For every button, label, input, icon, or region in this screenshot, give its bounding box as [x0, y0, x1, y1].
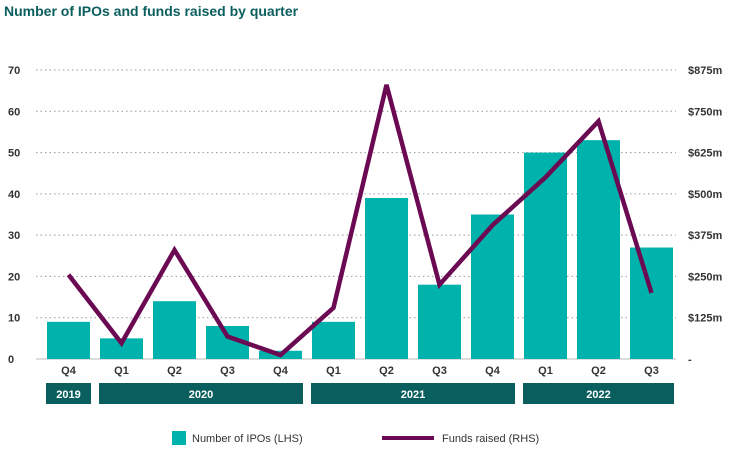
bar-ipos — [630, 247, 673, 359]
right-tick-label: $625m — [688, 148, 722, 160]
year-bands: 2019 2020 2021 2022 — [46, 383, 674, 404]
year-band — [311, 383, 515, 404]
left-tick-label: 0 — [8, 354, 14, 366]
right-axis: - $125m $250m $375m $500m $625m $750m $875m — [688, 65, 722, 366]
left-tick-label: 40 — [8, 189, 20, 201]
chart-title: Number of IPOs and funds raised by quart… — [4, 3, 299, 19]
x-tick-label: Q2 — [167, 365, 182, 377]
bar-ipos — [100, 338, 143, 359]
right-tick-label: $500m — [688, 189, 722, 201]
funds-line — [66, 84, 654, 358]
left-tick-label: 60 — [8, 106, 20, 118]
x-tick-label: Q2 — [379, 365, 394, 377]
left-tick-label: 70 — [8, 65, 20, 77]
right-tick-label: $125m — [688, 313, 722, 325]
year-band — [46, 383, 91, 404]
year-label: 2021 — [401, 389, 425, 401]
legend-label-funds: Funds raised (RHS) — [442, 433, 539, 445]
left-tick-label: 50 — [8, 148, 20, 160]
right-tick-label: $750m — [688, 106, 722, 118]
bar-ipos — [312, 321, 355, 359]
x-tick-label: Q3 — [432, 365, 447, 377]
bar-ipos — [365, 197, 408, 359]
right-tick-label: $875m — [688, 65, 722, 77]
x-tick-label: Q3 — [220, 365, 235, 377]
left-tick-label: 30 — [8, 230, 20, 242]
bar-ipos — [47, 321, 90, 359]
x-axis-categories: Q4 Q1 Q2 Q3 Q4 Q1 Q2 Q3 Q4 Q1 Q2 Q3 — [61, 365, 659, 377]
line-funds-raised — [66, 84, 654, 358]
legend-label-ipos: Number of IPOs (LHS) — [192, 433, 303, 445]
year-label: 2019 — [56, 389, 80, 401]
legend: Number of IPOs (LHS) Funds raised (RHS) — [172, 431, 539, 445]
left-tick-label: 20 — [8, 271, 20, 283]
x-tick-label: Q3 — [644, 365, 659, 377]
x-tick-label: Q4 — [485, 365, 501, 377]
right-tick-label: $250m — [688, 271, 722, 283]
year-label: 2020 — [189, 389, 213, 401]
ipo-bars — [47, 140, 673, 359]
right-tick-label: $375m — [688, 230, 722, 242]
year-band — [523, 383, 674, 404]
bar-ipos — [577, 140, 620, 359]
year-label: 2022 — [586, 389, 610, 401]
x-tick-label: Q4 — [61, 365, 77, 377]
bar-ipos — [471, 214, 514, 359]
bar-ipos — [524, 152, 567, 359]
x-tick-label: Q1 — [326, 365, 341, 377]
x-tick-label: Q1 — [114, 365, 129, 377]
year-band — [99, 383, 303, 404]
right-tick-label: - — [688, 354, 692, 366]
left-axis: 0 10 20 30 40 50 60 70 — [8, 65, 20, 366]
x-tick-label: Q2 — [591, 365, 606, 377]
legend-swatch-ipos — [172, 431, 186, 445]
bar-ipos — [418, 284, 461, 359]
x-tick-label: Q1 — [538, 365, 553, 377]
bar-ipos — [153, 301, 196, 359]
x-tick-label: Q4 — [273, 365, 289, 377]
left-tick-label: 10 — [8, 313, 20, 325]
